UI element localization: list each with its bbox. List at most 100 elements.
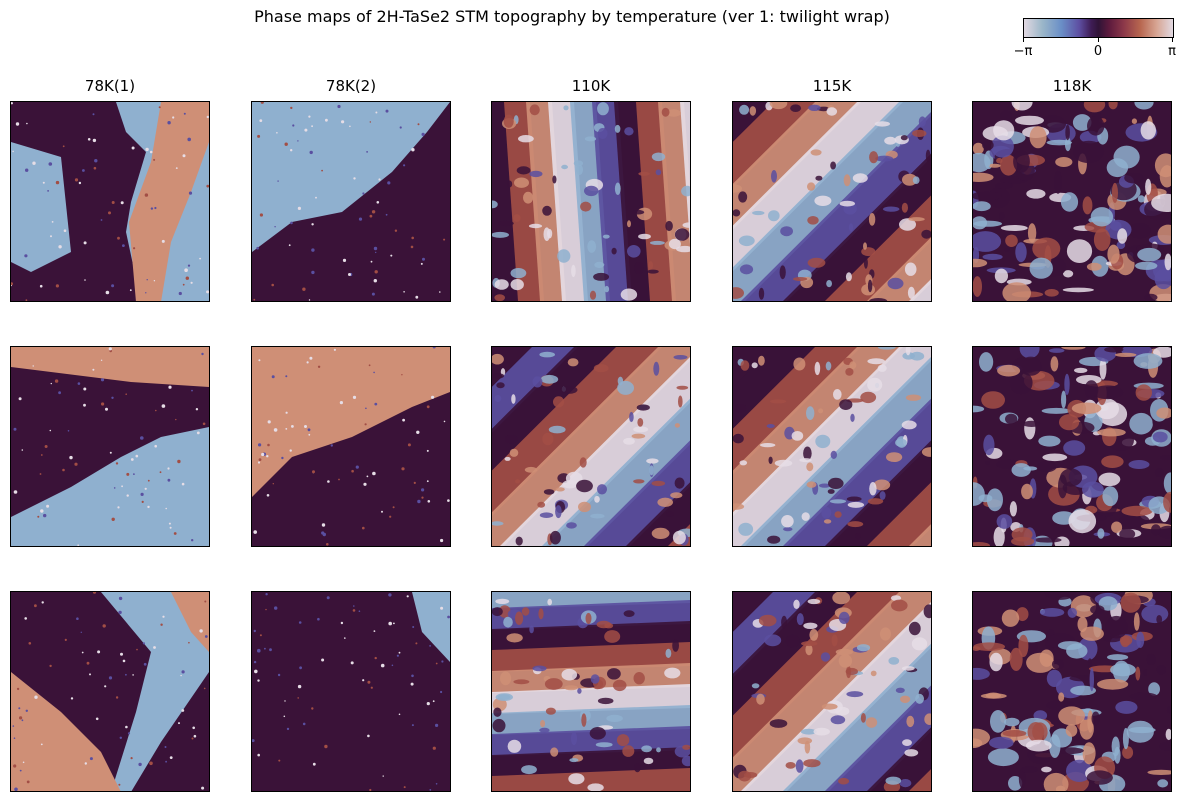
defect-dot bbox=[392, 506, 395, 509]
phase-blob bbox=[1080, 626, 1104, 641]
defect-dot bbox=[169, 526, 172, 529]
defect-dot bbox=[172, 116, 175, 119]
phase-blob bbox=[751, 683, 760, 689]
defect-dot bbox=[321, 169, 323, 172]
phase-blob bbox=[532, 665, 547, 672]
defect-dot bbox=[25, 299, 28, 301]
defect-dot bbox=[432, 746, 436, 750]
defect-dot bbox=[154, 206, 157, 210]
defect-dot bbox=[105, 407, 108, 411]
defect-dot bbox=[411, 674, 414, 678]
defect-dot bbox=[131, 146, 135, 150]
defect-dot bbox=[340, 621, 344, 625]
defect-dot bbox=[337, 104, 341, 109]
phase-map-panel bbox=[732, 591, 932, 792]
phase-blob bbox=[1029, 126, 1047, 149]
defect-dot bbox=[369, 788, 372, 791]
phase-blob bbox=[1128, 726, 1156, 734]
phase-blob bbox=[1087, 710, 1094, 733]
phase-blob bbox=[830, 715, 846, 725]
phase-blob bbox=[873, 479, 891, 491]
phase-blob bbox=[1091, 711, 1100, 726]
defect-dot bbox=[309, 356, 313, 360]
phase-blob bbox=[597, 128, 608, 139]
phase-blob bbox=[1097, 428, 1126, 437]
phase-blob bbox=[682, 222, 690, 228]
defect-dot bbox=[175, 167, 178, 169]
defect-dot bbox=[169, 756, 173, 759]
phase-blob bbox=[515, 611, 524, 625]
phase-blob bbox=[1129, 692, 1158, 701]
phase-blob bbox=[545, 707, 556, 715]
defect-dot bbox=[21, 719, 24, 722]
defect-dot bbox=[49, 664, 52, 668]
phase-blob bbox=[793, 357, 806, 371]
defect-dot bbox=[32, 365, 34, 367]
defect-dot bbox=[259, 213, 263, 217]
defect-dot bbox=[199, 257, 202, 260]
defect-dot bbox=[311, 223, 314, 226]
phase-blob bbox=[1046, 669, 1062, 687]
defect-dot bbox=[403, 164, 406, 167]
phase-blob bbox=[681, 755, 690, 767]
phase-blob bbox=[823, 519, 832, 524]
phase-blob bbox=[902, 173, 918, 186]
phase-blob bbox=[638, 171, 650, 176]
defect-dot bbox=[64, 638, 67, 641]
defect-dot bbox=[388, 593, 392, 597]
defect-dot bbox=[105, 290, 110, 295]
phase-blob bbox=[803, 759, 821, 768]
defect-dot bbox=[426, 405, 430, 409]
defect-dot bbox=[206, 184, 209, 188]
phase-blob bbox=[513, 679, 530, 685]
defect-dot bbox=[339, 401, 343, 405]
defect-dot bbox=[415, 295, 419, 299]
defect-dot bbox=[196, 431, 200, 435]
defect-dot bbox=[130, 757, 133, 760]
phase-blob bbox=[633, 426, 649, 433]
defect-dot bbox=[161, 239, 165, 243]
phase-blob bbox=[1117, 228, 1128, 244]
defect-dot bbox=[374, 402, 378, 406]
phase-blob bbox=[887, 277, 904, 290]
phase-blob bbox=[1157, 224, 1171, 244]
phase-blob bbox=[825, 361, 832, 371]
phase-blob bbox=[1049, 734, 1061, 758]
phase-blob bbox=[907, 286, 915, 299]
phase-blob bbox=[1086, 262, 1102, 271]
defect-dot bbox=[403, 291, 405, 293]
defect-dot bbox=[422, 257, 425, 261]
phase-blob bbox=[860, 391, 877, 404]
colorbar-tick-neg-pi bbox=[1023, 37, 1024, 42]
defect-dot bbox=[267, 443, 270, 447]
defect-dot bbox=[164, 746, 167, 748]
phase-map-panel bbox=[251, 591, 451, 792]
defect-dot bbox=[271, 375, 275, 379]
defect-dot bbox=[76, 617, 79, 620]
defect-dot bbox=[19, 769, 22, 772]
phase-blob bbox=[647, 269, 659, 274]
phase-blob bbox=[492, 521, 504, 526]
defect-dot bbox=[119, 736, 123, 739]
phase-blob bbox=[985, 692, 1001, 699]
phase-blob bbox=[793, 599, 800, 609]
defect-dot bbox=[306, 361, 309, 364]
phase-blob bbox=[1022, 420, 1041, 427]
defect-dot bbox=[290, 221, 293, 225]
phase-blob bbox=[973, 738, 983, 748]
phase-blob bbox=[503, 616, 513, 628]
phase-blob bbox=[561, 164, 568, 170]
phase-blob bbox=[848, 223, 854, 232]
defect-dot bbox=[365, 407, 367, 410]
phase-blob bbox=[1077, 616, 1088, 632]
phase-blob bbox=[617, 376, 624, 386]
defect-dot bbox=[135, 454, 139, 458]
phase-blob bbox=[515, 479, 521, 484]
phase-blob bbox=[875, 155, 894, 162]
defect-dot bbox=[132, 674, 134, 676]
phase-blob bbox=[733, 287, 744, 299]
phase-blob bbox=[973, 172, 994, 182]
phase-blob bbox=[1058, 706, 1085, 726]
defect-dot bbox=[11, 102, 13, 105]
phase-blob bbox=[529, 625, 534, 634]
